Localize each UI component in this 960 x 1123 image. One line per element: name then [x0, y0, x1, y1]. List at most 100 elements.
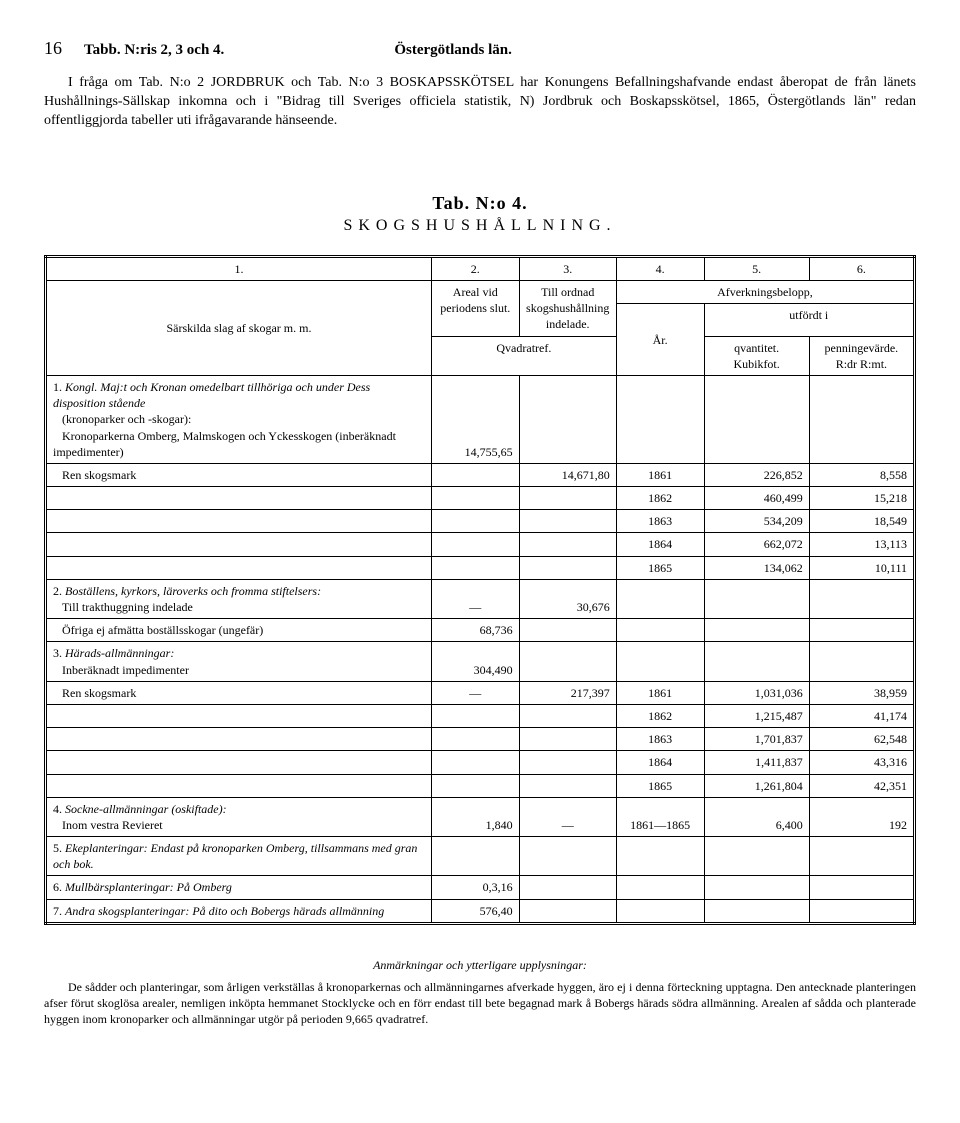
y1-5: 1865	[616, 556, 704, 579]
y3-1: 1861	[616, 681, 704, 704]
hdr-afverk: Afverkningsbelopp,	[616, 281, 914, 304]
colnum-6: 6.	[809, 256, 914, 280]
q3-5: 1,261,804	[704, 774, 809, 797]
colnum-3: 3.	[519, 256, 616, 280]
row4a-y: 1861—1865	[616, 797, 704, 836]
row7: 7. Andra skogsplanteringar: På dito och …	[46, 899, 432, 923]
q3-3: 1,701,837	[704, 728, 809, 751]
row1-sub: (kronoparker och -skogar):	[62, 412, 191, 426]
q3-2: 1,215,487	[704, 704, 809, 727]
row6: 6. Mullbärsplanteringar: På Omberg	[46, 876, 432, 899]
q3-4: 1,411,837	[704, 751, 809, 774]
y1-2: 1862	[616, 487, 704, 510]
row4-title: Sockne-allmänningar (oskiftade):	[65, 802, 227, 816]
colnum-2: 2.	[431, 256, 519, 280]
row4a-label: Inom vestra Revieret	[62, 818, 163, 832]
row2a-c2: —	[431, 579, 519, 618]
colnum-5: 5.	[704, 256, 809, 280]
row3-head: 3. Härads-allmänningar: Inberäknadt impe…	[46, 642, 432, 681]
row2b-c2: 68,736	[431, 619, 519, 642]
row5-num: 5.	[53, 841, 62, 855]
colnum-1: 1.	[46, 256, 432, 280]
row3-title: Härads-allmänningar:	[65, 646, 174, 660]
row5: 5. Ekeplanteringar: Endast på kronoparke…	[46, 837, 432, 876]
p1-4: 13,113	[809, 533, 914, 556]
row2a-label: Till trakthuggning indelade	[62, 600, 193, 614]
header-left: Tabb. N:ris 2, 3 och 4.	[84, 40, 224, 60]
row1b-c3: 14,671,80	[519, 463, 616, 486]
hdr-year: År.	[616, 304, 704, 376]
q3-1: 1,031,036	[704, 681, 809, 704]
p3-1: 38,959	[809, 681, 914, 704]
page-number: 16	[44, 36, 84, 60]
colnum-4: 4.	[616, 256, 704, 280]
row2-title: Boställens, kyrkors, läroverks och fromm…	[65, 584, 321, 598]
notes-text: De sådder och planteringar, som årligen …	[44, 979, 916, 1028]
y3-5: 1865	[616, 774, 704, 797]
q1-2: 460,499	[704, 487, 809, 510]
row2b-text: Öfriga ej afmätta boställsskogar (ungefä…	[62, 623, 263, 637]
p1-2: 15,218	[809, 487, 914, 510]
q1-4: 662,072	[704, 533, 809, 556]
tab-subtitle: SKOGSHUSHÅLLNING.	[44, 215, 916, 237]
hdr-col1: Särskilda slag af skogar m. m.	[46, 281, 432, 376]
row1-title: Kongl. Maj:t och Kronan omedelbart tillh…	[53, 380, 370, 410]
row6-c2: 0,3,16	[431, 876, 519, 899]
hdr-qvantitet: qvantitet. Kubikfot.	[704, 336, 809, 375]
p3-3: 62,548	[809, 728, 914, 751]
intro-block: I fråga om Tab. N:o 2 JORDBRUK och Tab. …	[44, 74, 916, 131]
row2b-label: Öfriga ej afmätta boställsskogar (ungefä…	[46, 619, 432, 642]
row6-label: Mullbärsplanteringar: På Omberg	[65, 880, 232, 894]
row1b-label: Ren skogsmark	[46, 463, 432, 486]
p3-4: 43,316	[809, 751, 914, 774]
row3-num: 3.	[53, 646, 62, 660]
row7-num: 7.	[53, 904, 62, 918]
row4a-p: 192	[809, 797, 914, 836]
hdr-utfordt: utfördt i	[704, 304, 915, 336]
row1-num: 1.	[53, 380, 62, 394]
row3b-text: Ren skogsmark	[62, 686, 136, 700]
p1-5: 10,111	[809, 556, 914, 579]
row3b-label: Ren skogsmark	[46, 681, 432, 704]
row2a-c3: 30,676	[519, 579, 616, 618]
row4a-c3: —	[519, 797, 616, 836]
p1-3: 18,549	[809, 510, 914, 533]
y1-3: 1863	[616, 510, 704, 533]
row7-c2: 576,40	[431, 899, 519, 923]
hdr-col3: Till ordnad skogshushållning indelade.	[519, 281, 616, 337]
row3a-label: Inberäknadt impedimenter	[62, 663, 189, 677]
y3-3: 1863	[616, 728, 704, 751]
y3-2: 1862	[616, 704, 704, 727]
p3-5: 42,351	[809, 774, 914, 797]
row1-head: 1. Kongl. Maj:t och Kronan omedelbart ti…	[46, 375, 432, 463]
row1b-y: 1861	[616, 463, 704, 486]
row7-label: Andra skogsplanteringar: På dito och Bob…	[65, 904, 384, 918]
hdr-penning: penningevärde. R:dr R:mt.	[809, 336, 914, 375]
row5-label: Ekeplanteringar: Endast på kronoparken O…	[53, 841, 417, 871]
row3b-c2: —	[431, 681, 519, 704]
p3-2: 41,174	[809, 704, 914, 727]
row2-num: 2.	[53, 584, 62, 598]
q1-5: 134,062	[704, 556, 809, 579]
row1a-c2: 14,755,65	[431, 375, 519, 463]
row4-num: 4.	[53, 802, 62, 816]
y3-4: 1864	[616, 751, 704, 774]
row1b-q: 226,852	[704, 463, 809, 486]
row3b-c3: 217,397	[519, 681, 616, 704]
q1-3: 534,209	[704, 510, 809, 533]
notes-title: Anmärkningar och ytterligare upplysninga…	[44, 957, 916, 973]
row4a-q: 6,400	[704, 797, 809, 836]
notes-block: Anmärkningar och ytterligare upplysninga…	[44, 957, 916, 1028]
intro-text: I fråga om Tab. N:o 2 JORDBRUK och Tab. …	[44, 74, 916, 131]
y1-4: 1864	[616, 533, 704, 556]
main-table: 1. 2. 3. 4. 5. 6. Särskilda slag af skog…	[44, 255, 916, 925]
header-right: Östergötlands län.	[394, 40, 512, 60]
row6-num: 6.	[53, 880, 62, 894]
row3a-c2: 304,490	[431, 642, 519, 681]
row4a-c2: 1,840	[431, 797, 519, 836]
hdr-col2: Areal vid periodens slut.	[431, 281, 519, 337]
hdr-qvadratref: Qvadratref.	[431, 336, 616, 375]
row1b-p: 8,558	[809, 463, 914, 486]
row1b-text: Ren skogsmark	[62, 468, 136, 482]
row4-head: 4. Sockne-allmänningar (oskiftade): Inom…	[46, 797, 432, 836]
